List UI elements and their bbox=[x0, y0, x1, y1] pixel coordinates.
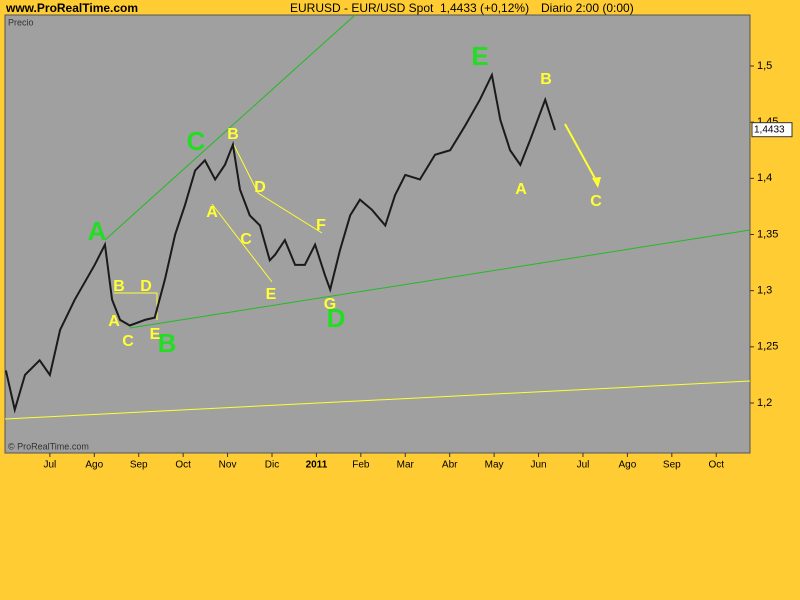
wave-line bbox=[211, 203, 273, 283]
period: Diario 2:00 (0:00) bbox=[541, 1, 634, 15]
y-tick-label: 1,25 bbox=[757, 341, 778, 353]
wave-label: F bbox=[316, 217, 326, 234]
y-tick-label: 1,5 bbox=[757, 60, 772, 72]
x-tick-label: Oct bbox=[708, 460, 724, 471]
wave-label: D bbox=[327, 303, 346, 333]
x-tick-label: 2011 bbox=[306, 460, 328, 471]
y-tick-label: 1,3 bbox=[757, 285, 772, 297]
wave-label: A bbox=[206, 204, 218, 221]
y-tick-label: 1,45 bbox=[757, 116, 778, 128]
arrow bbox=[564, 123, 599, 185]
wave-label: B bbox=[113, 278, 125, 295]
wave-label: E bbox=[471, 41, 488, 71]
x-tick-label: Abr bbox=[442, 460, 458, 471]
last-price-box bbox=[751, 122, 793, 138]
x-tick-label: Ago bbox=[618, 460, 636, 471]
x-tick-label: Sep bbox=[130, 460, 148, 471]
trend-line bbox=[129, 229, 751, 329]
x-tick-label: Nov bbox=[219, 460, 237, 471]
wave-label: D bbox=[254, 179, 266, 196]
site-label: www.ProRealTime.com bbox=[5, 1, 138, 15]
x-tick-label: Sep bbox=[663, 460, 681, 471]
last-price-label: 1,4433 bbox=[754, 124, 785, 135]
wave-label: A bbox=[108, 313, 120, 330]
trend-line bbox=[4, 380, 751, 420]
wave-label: D bbox=[140, 278, 152, 295]
wave-label: B bbox=[540, 71, 552, 88]
wave-label: E bbox=[266, 286, 277, 303]
x-tick-label: Ago bbox=[85, 460, 103, 471]
x-tick-label: Mar bbox=[397, 460, 415, 471]
wave-label: B bbox=[158, 328, 177, 358]
chart-title: EURUSD - EUR/USD Spot bbox=[290, 1, 434, 15]
x-tick-label: Jul bbox=[43, 460, 56, 471]
x-tick-label: May bbox=[485, 460, 504, 471]
y-tick-label: 1,4 bbox=[757, 172, 772, 184]
wave-label: A bbox=[88, 216, 107, 246]
wave-label: E bbox=[150, 326, 161, 343]
x-tick-label: Dic bbox=[265, 460, 279, 471]
watermark: © ProRealTime.com bbox=[8, 441, 89, 451]
y-tick-label: 1,35 bbox=[757, 228, 778, 240]
x-tick-label: Jul bbox=[577, 460, 590, 471]
quote: 1,4433 (+0,12%) bbox=[440, 1, 529, 15]
wave-label: G bbox=[324, 296, 336, 313]
plot-area bbox=[4, 14, 751, 454]
x-tick-label: Feb bbox=[352, 460, 370, 471]
x-tick-label: Oct bbox=[175, 460, 191, 471]
x-tick-label: Jun bbox=[530, 460, 546, 471]
wave-label: C bbox=[590, 193, 602, 210]
wave-label: C bbox=[187, 126, 206, 156]
trend-lines bbox=[4, 14, 751, 420]
arrow-head bbox=[592, 177, 601, 188]
panel-label: Precio bbox=[8, 17, 34, 27]
y-tick-label: 1,2 bbox=[757, 397, 772, 409]
trend-line bbox=[104, 14, 356, 241]
wave-label: C bbox=[240, 231, 252, 248]
wave-label: A bbox=[515, 181, 527, 198]
wave-line bbox=[233, 144, 323, 234]
price-line bbox=[4, 71, 556, 414]
wave-label: B bbox=[227, 126, 239, 143]
wave-label: C bbox=[122, 333, 134, 350]
